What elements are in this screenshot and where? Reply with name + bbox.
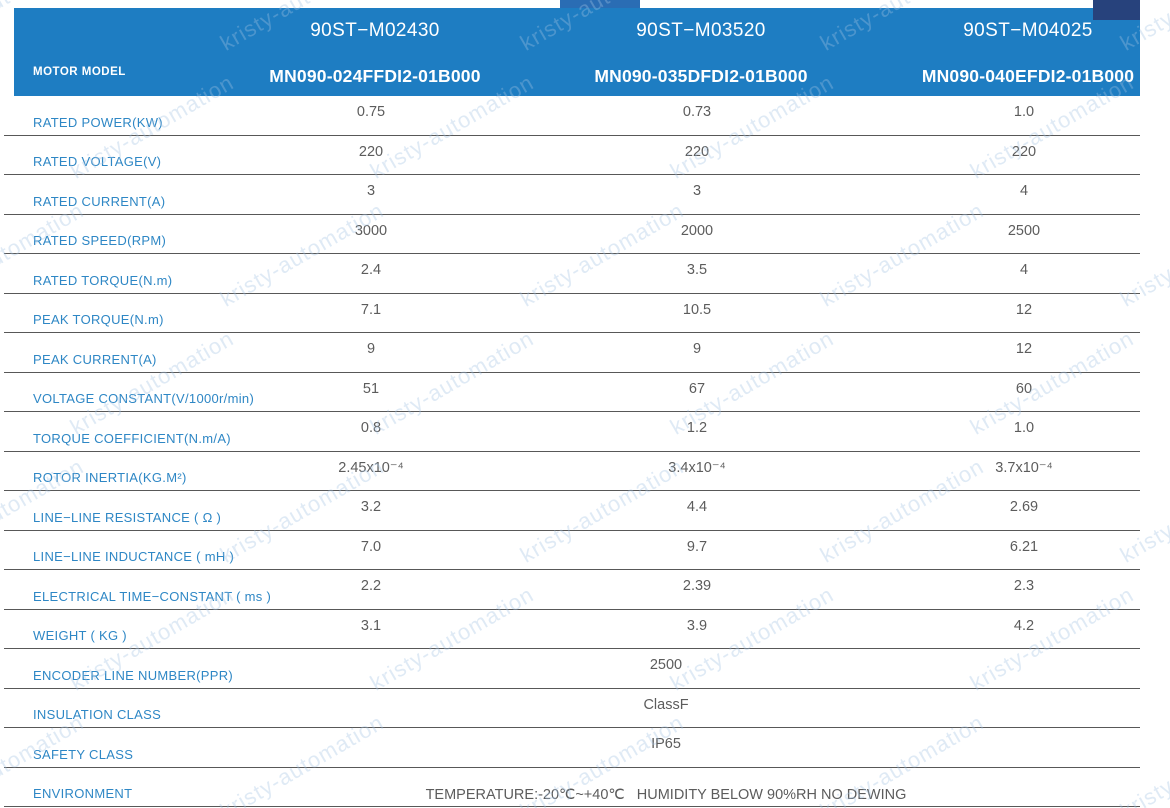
motor-part-number: MN090-035DFDI2-01B000: [594, 66, 808, 86]
spec-value: 0.75: [356, 104, 386, 120]
motor-model-header-label: MOTOR MODEL: [33, 66, 126, 78]
spec-value: 2.4: [360, 262, 382, 278]
spec-value: 7.1: [360, 301, 382, 318]
table-row: LINE−LINE RESISTANCE ( Ω ) 3.2 4.4 2.69: [4, 491, 1140, 531]
spec-value-span: 2500: [649, 657, 683, 673]
spec-value: 1.2: [686, 420, 708, 436]
spec-value-span: IP65: [651, 736, 681, 752]
table-row: RATED SPEED(RPM) 3000 2000 2500: [4, 215, 1140, 254]
table-row: PEAK CURRENT(A) 9 9 12: [4, 333, 1140, 373]
spec-value: 6.21: [1009, 538, 1039, 555]
table-header: MOTOR MODEL 90ST−M02430 MN090-024FFDI2-0…: [14, 8, 1140, 96]
spec-value: 2.39: [682, 578, 712, 594]
spec-label: RATED TORQUE(N.m): [33, 272, 173, 288]
table-row: INSULATION CLASS ClassF: [4, 689, 1140, 728]
table-row: TORQUE COEFFICIENT(N.m/A) 0.8 1.2 1.0: [4, 412, 1140, 452]
spec-value: 2.3: [1013, 578, 1035, 594]
spec-table-body: RATED POWER(KW) 0.75 0.73 1.0 RATED VOLTAG…: [4, 96, 1140, 807]
spec-value: 2000: [680, 222, 714, 239]
header-column: 90ST−M03520 MN090-035DFDI2-01B000: [540, 8, 862, 96]
motor-model-code: 90ST−M04025: [963, 20, 1093, 41]
spec-value: 3.4x10⁻⁴: [668, 459, 726, 476]
table-row: RATED VOLTAGE(V) 220 220 220: [4, 136, 1140, 175]
table-row: WEIGHT ( KG ) 3.1 3.9 4.2: [4, 610, 1140, 649]
spec-label: ENCODER LINE NUMBER(PPR): [33, 667, 234, 683]
spec-value: 51: [362, 380, 380, 397]
spec-label: WEIGHT ( KG ): [33, 628, 127, 643]
spec-label: ENVIRONMENT: [33, 786, 133, 801]
spec-value: 7.0: [360, 538, 382, 555]
spec-value: 4.4: [686, 499, 708, 515]
spec-label: LINE−LINE INDUCTANCE ( mH ): [33, 549, 235, 564]
spec-value: 2.2: [360, 578, 382, 594]
spec-label: TORQUE COEFFICIENT(N.m/A): [33, 430, 231, 446]
motor-model-code: 90ST−M03520: [636, 20, 766, 41]
table-row: ENVIRONMENT TEMPERATURE:-20℃~+40℃ HUMIDI…: [4, 768, 1140, 807]
spec-value: 220: [1011, 143, 1037, 160]
spec-value: 1.0: [1013, 104, 1035, 120]
spec-value: 4: [1019, 183, 1029, 199]
table-row: RATED POWER(KW) 0.75 0.73 1.0: [4, 96, 1140, 136]
table-row: ROTOR INERTIA(KG.M²) 2.45x10⁻⁴ 3.4x10⁻⁴ 3.…: [4, 452, 1140, 491]
spec-value: 3.5: [686, 262, 708, 278]
spec-value: 2.45x10⁻⁴: [338, 459, 404, 476]
spec-value: 9: [692, 341, 702, 357]
spec-value: 60: [1015, 380, 1033, 397]
spec-label: LINE−LINE RESISTANCE ( Ω ): [33, 509, 222, 525]
spec-value: 3.9: [686, 617, 708, 634]
spec-value: 220: [358, 143, 384, 160]
header-column: 90ST−M04025 MN090-040EFDI2-01B000: [867, 8, 1170, 96]
table-row: PEAK TORQUE(N.m) 7.1 10.5 12: [4, 294, 1140, 333]
spec-value: 1.0: [1013, 420, 1035, 436]
spec-value: 12: [1015, 341, 1033, 357]
spec-label: ELECTRICAL TIME−CONSTANT ( ms ): [33, 588, 272, 604]
spec-value-span: TEMPERATURE:-20℃~+40℃ HUMIDITY BELOW 90%…: [425, 787, 907, 803]
spec-value: 0.73: [682, 104, 712, 120]
spec-value: 2500: [1007, 222, 1041, 239]
spec-value: 3000: [354, 222, 388, 239]
table-row: SAFETY CLASS IP65: [4, 728, 1140, 768]
spec-value: 3.2: [360, 499, 382, 515]
spec-value: 10.5: [682, 301, 712, 318]
spec-value: 9.7: [686, 538, 708, 555]
spec-value: 4.2: [1013, 617, 1035, 634]
spec-value: 220: [684, 143, 710, 160]
spec-value: 12: [1015, 301, 1033, 318]
motor-part-number: MN090-024FFDI2-01B000: [269, 66, 481, 86]
spec-value: 3: [366, 183, 376, 199]
spec-label: RATED CURRENT(A): [33, 193, 166, 209]
spec-value: 3.1: [360, 617, 382, 634]
spec-label: RATED POWER(KW): [33, 114, 163, 130]
watermark-fragment: [560, 0, 640, 8]
spec-value: 67: [688, 380, 706, 397]
table-row: ELECTRICAL TIME−CONSTANT ( ms ) 2.2 2.39 2…: [4, 570, 1140, 610]
spec-value: 3.7x10⁻⁴: [995, 459, 1053, 476]
table-row: VOLTAGE CONSTANT(V/1000r/min) 51 67 60: [4, 373, 1140, 412]
spec-value: 0.8: [360, 420, 382, 436]
motor-part-number: MN090-040EFDI2-01B000: [921, 66, 1135, 86]
spec-value: 4: [1019, 262, 1029, 278]
table-row: ENCODER LINE NUMBER(PPR) 2500: [4, 649, 1140, 689]
spec-label: RATED VOLTAGE(V): [33, 154, 162, 169]
table-row: LINE−LINE INDUCTANCE ( mH ) 7.0 9.7 6.21: [4, 531, 1140, 570]
spec-value: 3: [692, 183, 702, 199]
table-row: RATED TORQUE(N.m) 2.4 3.5 4: [4, 254, 1140, 294]
spec-value: 9: [366, 341, 376, 357]
spec-label: VOLTAGE CONSTANT(V/1000r/min): [33, 391, 255, 406]
spec-label: PEAK TORQUE(N.m): [33, 312, 164, 327]
spec-label: RATED SPEED(RPM): [33, 233, 167, 248]
spec-value-span: ClassF: [643, 696, 689, 713]
motor-model-code: 90ST−M02430: [310, 20, 440, 41]
table-row: RATED CURRENT(A) 3 3 4: [4, 175, 1140, 215]
spec-label: PEAK CURRENT(A): [33, 351, 157, 367]
spec-label: INSULATION CLASS: [33, 707, 162, 722]
spec-value: 2.69: [1009, 499, 1039, 515]
spec-label: ROTOR INERTIA(KG.M²): [33, 470, 187, 485]
spec-label: SAFETY CLASS: [33, 746, 134, 762]
header-column: 90ST−M02430 MN090-024FFDI2-01B000: [214, 8, 536, 96]
